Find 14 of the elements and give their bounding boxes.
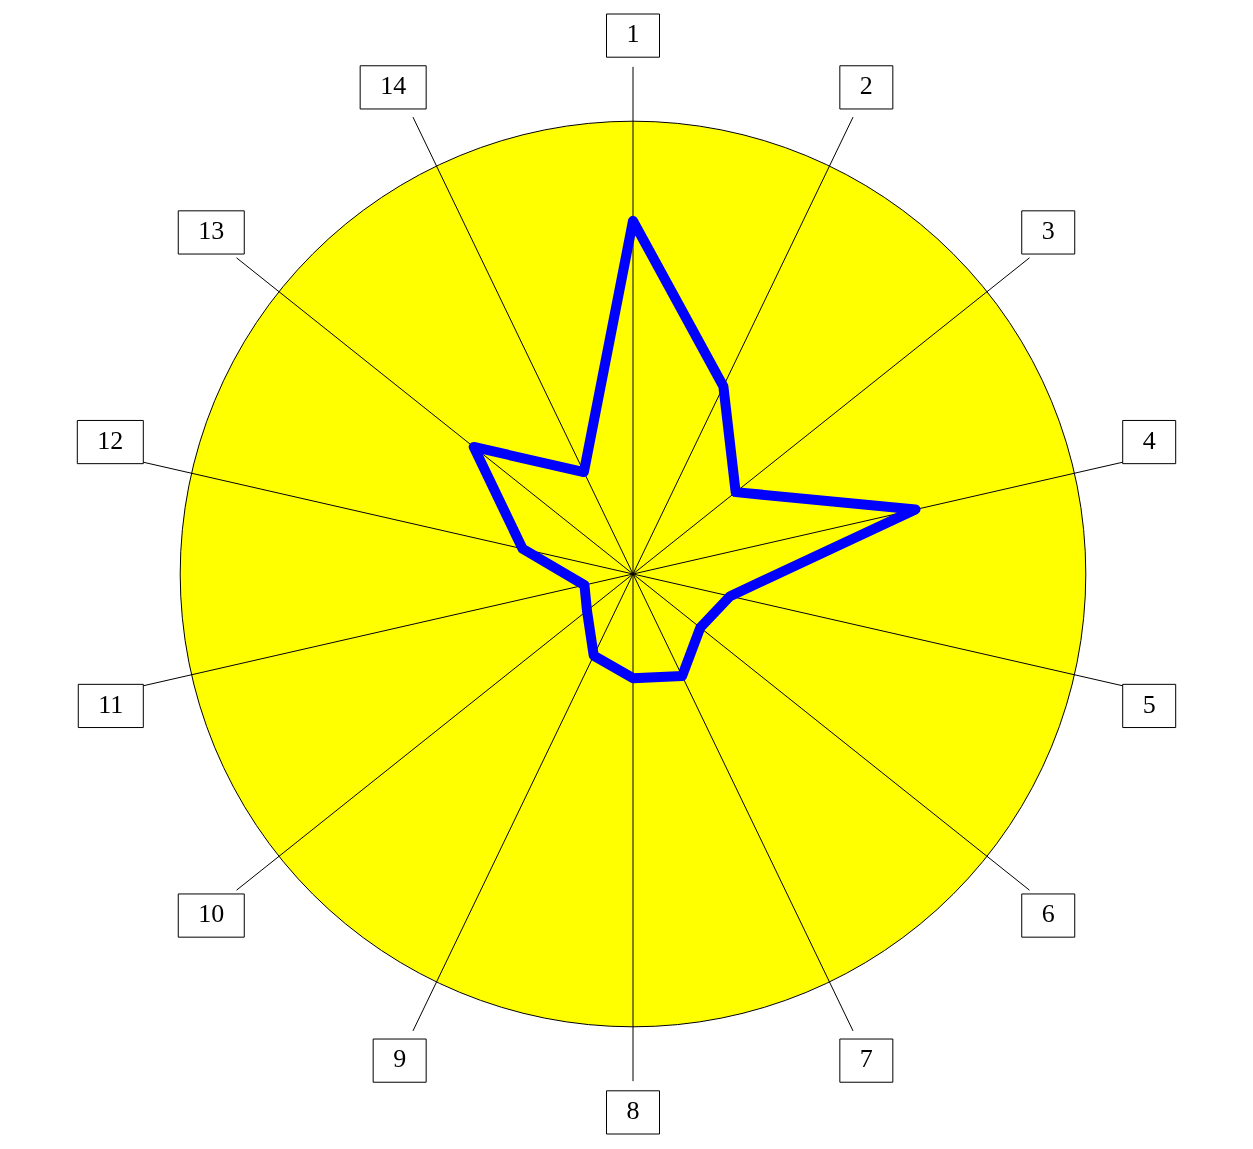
spoke-label: 9 [393,1044,407,1074]
spoke-label: 13 [198,216,225,246]
spoke-label: 5 [1142,689,1156,719]
spoke-label: 3 [1041,216,1055,246]
spoke-label: 14 [380,71,407,101]
spoke-label: 10 [198,899,225,929]
spoke-label: 4 [1142,425,1156,455]
spoke-label: 12 [97,425,124,455]
spoke-label: 6 [1041,899,1055,929]
spoke-label: 8 [626,1096,640,1126]
spoke-label: 2 [859,71,873,101]
spoke-label: 1 [626,19,640,49]
spoke-label: 7 [859,1044,873,1074]
spoke-label: 11 [98,689,124,719]
